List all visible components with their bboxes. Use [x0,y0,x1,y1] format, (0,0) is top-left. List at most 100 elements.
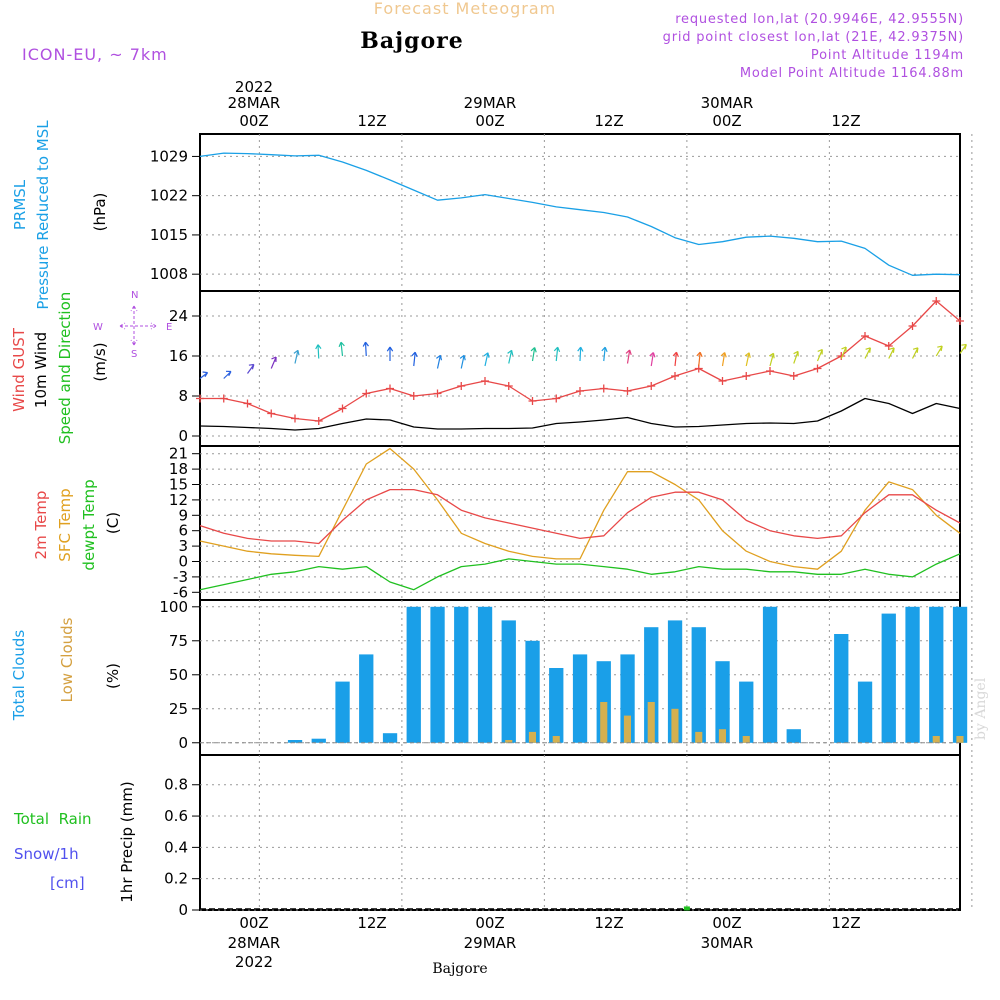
wind-arrow [436,354,443,369]
low-cloud-bar [932,736,940,743]
wind-speed-line [199,397,961,431]
wind-arrow [625,349,632,364]
total-cloud-bar [572,654,588,743]
low-cloud-bar [528,731,536,743]
model-name: ICON-EU, ~ 7km [22,45,168,64]
top-year: 2022 [235,78,273,96]
gust-marker [789,372,798,380]
wind-arrow [507,349,514,364]
wind-arrow [483,352,490,367]
gust-marker [932,297,941,305]
bottom-label-00z-1: 00Z [239,914,268,932]
total-cloud-bar [952,606,968,743]
gust-marker [433,389,442,398]
wind-arrow [959,343,967,354]
wind-arrow [768,352,775,367]
low-cloud-bar [671,708,679,743]
wind-arrow [270,356,277,369]
gust-marker [647,382,656,390]
total-cloud-bar [762,606,778,743]
total-cloud-bar [739,681,754,743]
gust-marker [338,404,347,413]
ytick-label-2-1: 18 [169,460,188,478]
wind-arrow [459,354,466,369]
gust-marker [576,387,584,395]
wind-arrow [696,351,703,367]
gust-marker [908,322,917,330]
gust-marker [267,409,276,418]
compass-n: N [131,290,138,301]
gust-marker [552,394,561,403]
wind-arrow [672,351,679,367]
rain-label: Total Rain [13,810,92,828]
wind-arrow [362,341,369,357]
wind-arrow [649,352,656,367]
ytick-label-1-2: 8 [178,387,188,405]
forecast-title: Forecast Meteogram [374,0,556,18]
total-cloud-bar [715,661,730,743]
wind-arrow [338,341,345,357]
wind-arrow [935,345,943,357]
bottom-year: 2022 [235,953,273,971]
bottom-label-12z-3: 12Z [831,914,860,932]
total-cloud-bar [881,613,896,743]
wind-arrow [386,346,394,361]
total-cloud-bar [477,606,493,743]
watermark: by Angel [973,677,989,740]
total-cloud-bar [691,627,706,743]
panel-frame-4 [199,754,961,911]
compass-s: S [131,349,137,360]
wind-arrow [911,347,919,359]
total-cloud-bar [430,606,445,743]
ytick-label-2-6: 3 [178,537,188,555]
bottom-date-28mar: 28MAR [228,934,281,952]
total-cloud-bar [644,627,659,743]
ytick-label-4-3: 0.2 [164,870,188,888]
low-cloud-bar [718,729,726,743]
wind-arrow [411,351,418,367]
snow-label: Snow/1h [14,845,79,863]
bottom-date-29mar: 29MAR [464,934,517,952]
compass-e: E [166,322,172,333]
clouds-unit: (%) [104,663,122,689]
gust-marker [861,332,869,340]
top-label-00z-2: 00Z [475,112,504,130]
wind-arrow [744,352,751,367]
panels: 1029102210151008241680211815129630-3-610… [150,133,973,919]
low-cloud-bar [552,736,560,743]
ytick-label-4-4: 0 [178,901,188,919]
wind-arrow [720,352,727,367]
top-label-00z-1: 00Z [239,112,268,130]
gust-marker [813,364,822,373]
ytick-label-3-4: 0 [178,734,188,752]
low-cloud-bar [600,702,608,743]
total-cloud-bar [525,640,540,743]
dewpt-line [199,553,961,591]
pressure-label-msl: Pressure Reduced to MSL [34,120,52,310]
bottom-label-12z-2: 12Z [594,914,623,932]
low-cloud-bar [647,702,655,743]
model-altitude: Model Point Altitude 1164.88m [740,66,964,81]
ytick-label-0-1: 1022 [150,187,188,205]
gust-marker [219,394,228,403]
total-clouds-label: Total Clouds [10,630,28,722]
wind-arrow [199,371,209,379]
footer-location: Bajgore [432,961,487,977]
top-date-29mar: 29MAR [464,94,517,112]
wind-arrow [315,344,322,359]
gust-label: Wind GUST [10,327,28,412]
precip-marker [683,906,690,911]
low-cloud-bar [623,715,631,743]
total-cloud-bar [929,606,944,743]
ytick-label-1-0: 24 [169,307,188,325]
dewpt-label: dewpt Temp [80,479,98,570]
location-title: Bajgore [360,28,463,54]
ytick-label-4-0: 0.8 [164,776,188,794]
gust-marker [766,367,774,375]
grid-coords: grid point closest lon,lat (21E, 42.9375… [663,30,964,45]
top-date-30mar: 30MAR [701,94,754,112]
gust-marker [314,417,323,425]
gust-marker [718,377,727,385]
top-label-00z-3: 00Z [712,112,741,130]
